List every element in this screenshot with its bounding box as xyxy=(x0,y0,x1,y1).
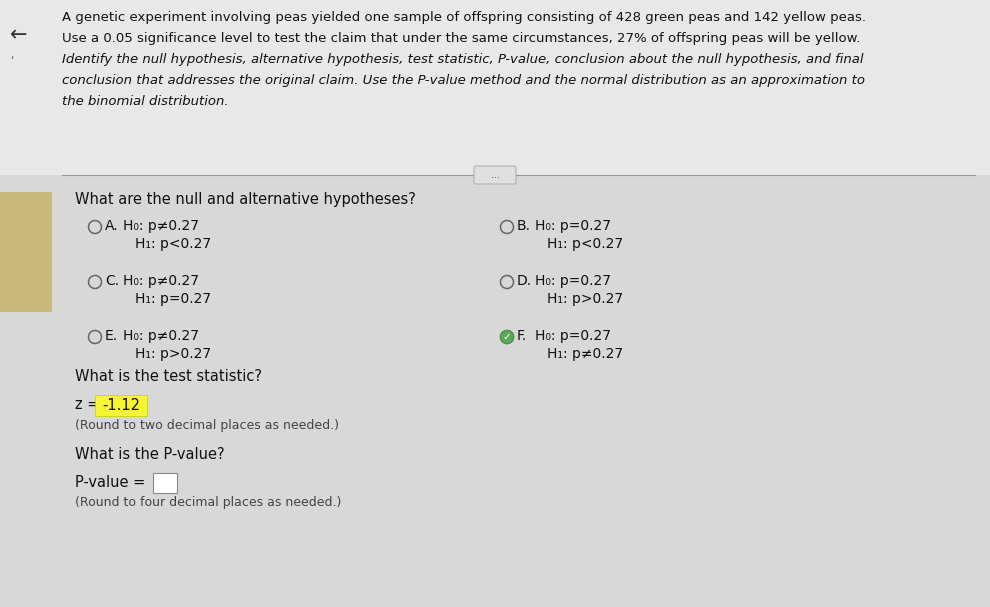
Text: H₁: p≠0.27: H₁: p≠0.27 xyxy=(547,347,623,361)
Text: What is the test statistic?: What is the test statistic? xyxy=(75,369,262,384)
Text: E.: E. xyxy=(105,329,118,343)
FancyBboxPatch shape xyxy=(95,395,147,416)
Text: H₀: p≠0.27: H₀: p≠0.27 xyxy=(123,329,199,343)
FancyBboxPatch shape xyxy=(0,175,990,607)
Text: -1.12: -1.12 xyxy=(102,398,140,413)
Circle shape xyxy=(501,330,514,344)
FancyBboxPatch shape xyxy=(0,192,52,312)
Text: ✓: ✓ xyxy=(503,332,512,342)
Text: (Round to two decimal places as needed.): (Round to two decimal places as needed.) xyxy=(75,419,339,432)
Text: What is the P-value?: What is the P-value? xyxy=(75,447,225,462)
Text: H₁: p<0.27: H₁: p<0.27 xyxy=(135,237,211,251)
Text: H₀: p=0.27: H₀: p=0.27 xyxy=(535,219,611,233)
Text: H₁: p>0.27: H₁: p>0.27 xyxy=(135,347,211,361)
Text: F.: F. xyxy=(517,329,527,343)
FancyBboxPatch shape xyxy=(0,0,990,175)
Text: What are the null and alternative hypotheses?: What are the null and alternative hypoth… xyxy=(75,192,416,207)
FancyBboxPatch shape xyxy=(153,473,177,493)
Text: C.: C. xyxy=(105,274,119,288)
Text: H₀: p=0.27: H₀: p=0.27 xyxy=(535,274,611,288)
Text: Use a 0.05 significance level to test the claim that under the same circumstance: Use a 0.05 significance level to test th… xyxy=(62,32,860,45)
Text: Identify the null hypothesis, alternative hypothesis, test statistic, P-value, c: Identify the null hypothesis, alternativ… xyxy=(62,53,863,66)
Text: A genetic experiment involving peas yielded one sample of offspring consisting o: A genetic experiment involving peas yiel… xyxy=(62,11,866,24)
Text: P-value =: P-value = xyxy=(75,475,146,490)
Text: ...: ... xyxy=(490,170,500,180)
Text: H₁: p<0.27: H₁: p<0.27 xyxy=(547,237,623,251)
Text: (Round to four decimal places as needed.): (Round to four decimal places as needed.… xyxy=(75,496,342,509)
FancyBboxPatch shape xyxy=(474,166,516,184)
Text: the binomial distribution.: the binomial distribution. xyxy=(62,95,229,108)
Text: ←: ← xyxy=(10,25,28,45)
Text: H₀: p=0.27: H₀: p=0.27 xyxy=(535,329,611,343)
Text: H₁: p>0.27: H₁: p>0.27 xyxy=(547,292,623,306)
Text: H₀: p≠0.27: H₀: p≠0.27 xyxy=(123,219,199,233)
Text: z =: z = xyxy=(75,397,104,412)
Text: H₀: p≠0.27: H₀: p≠0.27 xyxy=(123,274,199,288)
Text: B.: B. xyxy=(517,219,531,233)
Text: H₁: p=0.27: H₁: p=0.27 xyxy=(135,292,211,306)
Text: ʹ: ʹ xyxy=(10,57,13,67)
Text: A.: A. xyxy=(105,219,119,233)
Text: conclusion that addresses the original claim. Use the P-value method and the nor: conclusion that addresses the original c… xyxy=(62,74,865,87)
Text: D.: D. xyxy=(517,274,533,288)
